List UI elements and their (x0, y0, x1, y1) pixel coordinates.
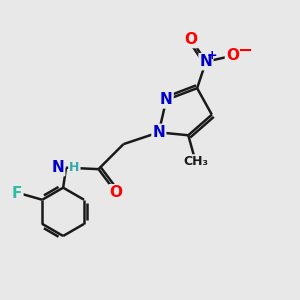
Text: CH₃: CH₃ (183, 155, 208, 168)
Text: N: N (52, 160, 64, 175)
Text: −: − (237, 41, 252, 59)
Text: +: + (207, 49, 218, 62)
Text: F: F (12, 186, 22, 201)
Text: N: N (200, 54, 212, 69)
Text: H: H (69, 161, 80, 174)
Text: N: N (160, 92, 172, 107)
Text: O: O (110, 185, 123, 200)
Text: O: O (226, 48, 239, 63)
Text: O: O (185, 32, 198, 47)
Text: N: N (152, 125, 165, 140)
